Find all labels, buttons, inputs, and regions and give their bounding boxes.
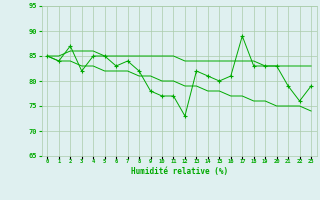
X-axis label: Humidité relative (%): Humidité relative (%) [131, 167, 228, 176]
